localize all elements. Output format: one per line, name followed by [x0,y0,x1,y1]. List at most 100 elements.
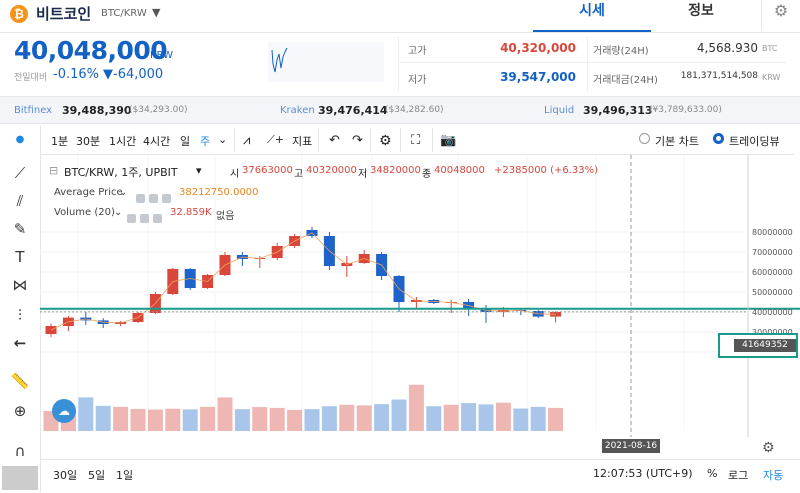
tradingview-logo-icon[interactable]: ☁ [52,399,76,423]
y-tick-label: 50000000 [752,288,793,297]
magnet-icon[interactable]: ∩ [14,442,26,460]
axis-settings-gear-icon[interactable]: ⚙ [762,440,775,456]
volume-bar [217,397,233,431]
crosshair-tool-icon[interactable]: ● [15,134,25,145]
exchange-strip [0,96,800,124]
exchange-price: 39,476,414 [318,104,388,117]
indicator-button[interactable]: 지표 [292,135,313,148]
interval-week[interactable]: 주 [200,135,211,148]
change-rate: -0.16% [53,67,99,82]
divider [400,128,401,152]
auto-toggle[interactable]: 자동 [763,469,784,482]
volume-close-icon[interactable] [153,208,162,227]
avg-close-icon[interactable] [162,188,171,207]
interval-4h[interactable]: 4시간 [143,135,171,148]
redo-icon[interactable]: ↷ [352,133,363,148]
clock[interactable]: 12:07:53 (UTC+9) [593,467,693,480]
pattern-tool-icon[interactable]: ⋈ [12,276,28,294]
divider [432,128,433,152]
divider [398,36,399,92]
volume-bars [43,384,564,431]
amount-unit: KRW [762,73,781,82]
legend-title[interactable]: BTC/KRW, 1주, UPBIT [64,166,178,179]
coin-dropdown-chevron-icon[interactable]: ▼ [152,6,161,19]
radio-tradingview[interactable] [713,133,724,144]
undo-icon[interactable]: ↶ [329,133,340,148]
range-5d[interactable]: 5일 [88,469,106,482]
bottom-toolbar [40,459,800,493]
interval-30m[interactable]: 30분 [76,135,101,148]
legend-high-label: 고 [294,169,304,180]
y-tick-label: 80000000 [752,228,793,237]
volume-bar [548,407,564,431]
volume-bar [426,406,442,431]
range-30d[interactable]: 30일 [53,469,78,482]
avg-chevron-icon[interactable]: ⌄ [119,187,128,198]
indicator-plus-icon[interactable]: ⟋+ [267,133,284,146]
volume-ma-value: 없음 [216,211,235,222]
tradingview-label[interactable]: 트레이딩뷰 [729,135,780,148]
range-1d[interactable]: 1일 [116,469,134,482]
volume-bar [287,410,303,431]
change-amount: ▼-64,000 [103,67,164,82]
settings-gear-icon[interactable]: ⚙ [761,0,800,30]
amount-value: 181,371,514,508 [680,71,758,81]
interval-more-chevron-icon[interactable]: ⌄ [218,133,228,146]
radio-basic-chart[interactable] [639,133,650,144]
volume-bar [234,409,250,431]
legend-collapse-icon[interactable]: ⊟ [49,164,59,177]
amount-label: 거래대금(24H) [593,75,658,86]
low-label: 저가 [408,75,427,86]
interval-1m[interactable]: 1분 [51,135,69,148]
divider [587,36,588,92]
hide-drawings-icon[interactable] [2,466,38,490]
screenshot-camera-icon[interactable]: 📷 [440,133,457,148]
back-arrow-icon[interactable]: ← [13,334,27,352]
volume-bar [443,404,459,431]
volume-bar [95,405,111,431]
sparkline-svg [271,47,288,73]
percent-toggle[interactable]: % [707,467,718,480]
chart-settings-gear-icon[interactable]: ⚙ [379,133,392,149]
y-tick-label: 40000000 [752,308,793,317]
divider [318,128,319,152]
volume-bar [530,406,546,431]
volume-bar [200,406,216,431]
avg-settings-icon[interactable] [149,188,158,207]
avg-eye-icon[interactable] [136,188,145,207]
fullscreen-icon[interactable]: ⛶ [411,133,421,148]
volume-bar [113,406,129,431]
tab-market[interactable]: 시세 [533,0,651,32]
log-toggle[interactable]: 로그 [728,469,749,482]
coin-pair: BTC/KRW [101,8,147,19]
basic-chart-label[interactable]: 기본 차트 [655,135,699,148]
symbol-chevron-icon[interactable]: ▾ [196,164,202,177]
fib-tool-icon[interactable]: ⫽ [16,192,24,210]
volume-eye-icon[interactable] [127,208,136,227]
text-tool-icon[interactable]: T [15,248,25,266]
divider [400,62,786,63]
tab-info[interactable]: 정보 [688,3,714,19]
volume-settings-icon[interactable] [140,208,149,227]
volume-chevron-icon[interactable]: ⌄ [114,207,123,218]
interval-1h[interactable]: 1시간 [109,135,137,148]
y-tick-label: 30000000 [752,328,793,337]
candlestick-chart[interactable]: 2000000030000000400000005000000060000000… [40,155,800,437]
coin-name[interactable]: 비트코인 [36,5,92,23]
interval-day[interactable]: 일 [180,135,191,148]
exchange-price: 39,496,313 [583,104,653,117]
divider [234,128,235,152]
brush-icon[interactable]: ✎ [13,220,27,238]
trend-line-icon[interactable]: ⟋ [14,164,26,182]
volume-bar [182,409,198,431]
ruler-icon[interactable]: 📏 [10,372,30,390]
avg-price-label[interactable]: Average Price [54,187,123,198]
volume-indicator-label[interactable]: Volume (20) [54,207,115,218]
legend-change: +2385000 (+6.33%) [494,165,599,176]
zoom-in-icon[interactable]: ⊕ [13,402,27,420]
chart-type-icon[interactable]: ⩘ [243,133,251,148]
high-value: 40,320,000 [500,41,576,55]
measure-tool-icon[interactable]: ⫶ [18,306,22,324]
exchange-name: Liquid [544,105,575,116]
volume-label: 거래량(24H) [593,46,649,57]
